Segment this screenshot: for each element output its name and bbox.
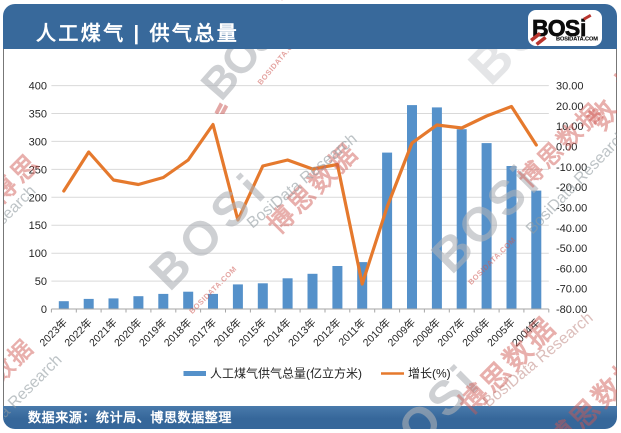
- svg-text:20.00: 20.00: [556, 101, 584, 113]
- svg-text:30.00: 30.00: [556, 81, 584, 93]
- svg-text:250: 250: [29, 164, 47, 176]
- svg-text:0.00: 0.00: [556, 142, 577, 154]
- svg-text:0: 0: [41, 304, 47, 316]
- svg-text:400: 400: [29, 81, 47, 93]
- svg-text:BOSIDATA.COM: BOSIDATA.COM: [556, 37, 598, 43]
- svg-text:300: 300: [29, 136, 47, 148]
- svg-text:2012年: 2012年: [310, 316, 343, 349]
- svg-text:10.00: 10.00: [556, 121, 584, 133]
- svg-text:-10.00: -10.00: [556, 162, 587, 174]
- svg-text:-40.00: -40.00: [556, 223, 587, 235]
- svg-text:-30.00: -30.00: [556, 203, 587, 215]
- svg-text:-70.00: -70.00: [556, 284, 587, 296]
- svg-text:-60.00: -60.00: [556, 263, 587, 275]
- svg-text:350: 350: [29, 109, 47, 121]
- svg-text:增长(%): 增长(%): [408, 367, 451, 381]
- svg-text:200: 200: [29, 192, 47, 204]
- svg-text:2004年: 2004年: [509, 316, 542, 349]
- svg-text:150: 150: [29, 220, 47, 232]
- svg-text:-50.00: -50.00: [556, 243, 587, 255]
- svg-text:i: i: [580, 15, 586, 41]
- svg-text:100: 100: [29, 248, 47, 260]
- svg-text:人工煤气供气总量(亿立方米): 人工煤气供气总量(亿立方米): [210, 366, 362, 381]
- svg-text:-20.00: -20.00: [556, 182, 587, 194]
- svg-text:BOS: BOS: [532, 15, 580, 41]
- svg-text:50: 50: [35, 276, 47, 288]
- svg-text:-80.00: -80.00: [556, 304, 587, 316]
